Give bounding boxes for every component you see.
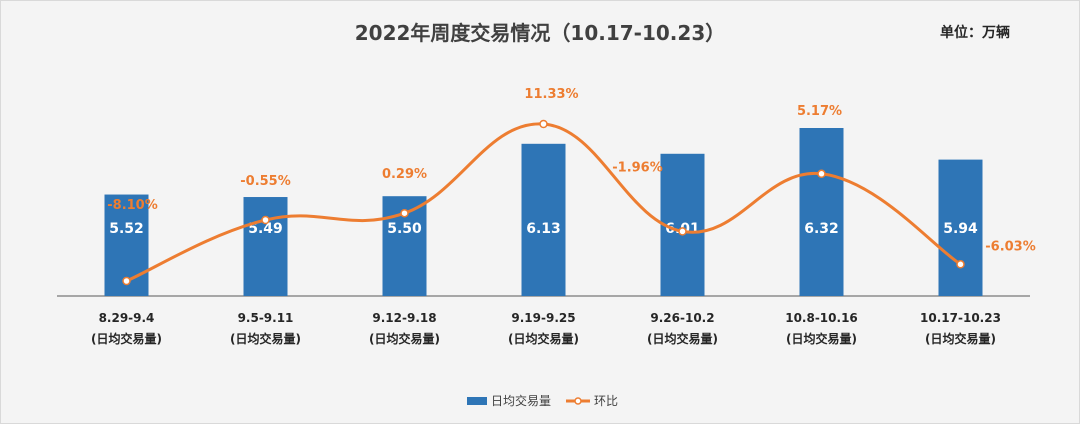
x-tick-label: 8.29-9.4 bbox=[99, 311, 155, 325]
line-point bbox=[956, 260, 965, 269]
bar-value-label: 6.13 bbox=[526, 221, 561, 237]
x-tick-label: 9.5-9.11 bbox=[238, 311, 294, 325]
line-value-label: 5.17% bbox=[797, 104, 842, 119]
bar-value-label: 5.50 bbox=[387, 221, 422, 237]
x-tick-label: 9.12-9.18 bbox=[372, 311, 436, 325]
x-tick-sublabel: (日均交易量) bbox=[925, 331, 996, 346]
x-tick-sublabel: (日均交易量) bbox=[91, 331, 162, 346]
line-point bbox=[817, 169, 826, 179]
line-value-label: -1.96% bbox=[612, 160, 663, 175]
legend-label-bar: 日均交易量 bbox=[491, 393, 551, 408]
line-point bbox=[261, 215, 270, 225]
line-value-label: -0.55% bbox=[240, 174, 291, 189]
legend-label-line: 环比 bbox=[594, 394, 618, 408]
line-point bbox=[539, 119, 548, 129]
bar bbox=[243, 197, 288, 296]
bar bbox=[799, 128, 844, 296]
x-tick-sublabel: (日均交易量) bbox=[508, 331, 579, 346]
x-tick-label: 10.8-10.16 bbox=[785, 311, 858, 325]
bar-value-label: 5.52 bbox=[109, 221, 144, 237]
x-tick-sublabel: (日均交易量) bbox=[369, 331, 440, 346]
bar bbox=[521, 143, 566, 296]
x-tick-label: 10.17-10.23 bbox=[920, 311, 1001, 325]
x-tick-sublabel: (日均交易量) bbox=[647, 331, 718, 346]
bar-value-label: 6.32 bbox=[804, 221, 839, 237]
line-value-label: 0.29% bbox=[382, 167, 427, 182]
line-point bbox=[400, 208, 409, 218]
x-tick-label: 9.19-9.25 bbox=[511, 311, 575, 325]
unit-label: 单位：万辆 bbox=[940, 25, 1010, 41]
line-value-label: -8.10% bbox=[107, 198, 158, 213]
line-point bbox=[122, 276, 131, 286]
line-value-label: -6.03% bbox=[985, 239, 1036, 254]
legend-swatch-bar bbox=[467, 397, 487, 405]
chart-title: 2022年周度交易情况（10.17-10.23） bbox=[354, 21, 726, 45]
x-tick-sublabel: (日均交易量) bbox=[230, 331, 301, 346]
bar-value-label: 5.94 bbox=[943, 221, 978, 237]
bar bbox=[938, 159, 983, 296]
bar bbox=[660, 153, 705, 296]
bar-value-label: 5.49 bbox=[248, 221, 283, 237]
x-tick-label: 9.26-10.2 bbox=[650, 311, 714, 325]
line-value-label: 11.33% bbox=[524, 87, 578, 102]
legend-swatch-point bbox=[574, 397, 582, 405]
line-point bbox=[678, 227, 687, 236]
x-tick-sublabel: (日均交易量) bbox=[786, 331, 857, 346]
